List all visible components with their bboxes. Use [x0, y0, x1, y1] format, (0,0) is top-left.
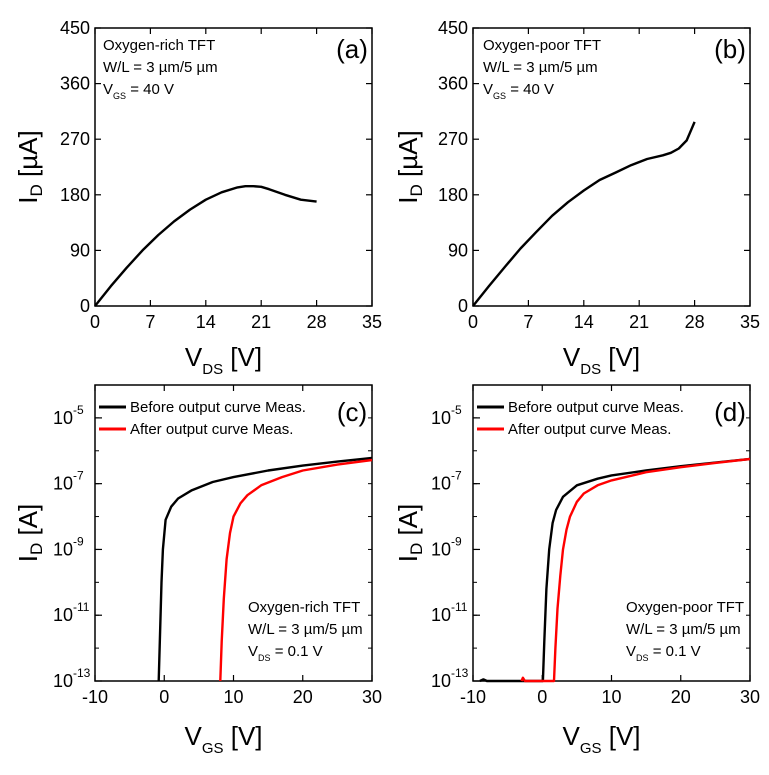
y-tick-label: 180 [438, 185, 468, 205]
x-tick-label: 10 [223, 687, 243, 707]
y-tick-label: 10 [53, 605, 73, 625]
annotation-text: W/L = 3 µm/5 µm [103, 59, 218, 76]
y-tick-label: 10 [431, 605, 451, 625]
x-tick-label: 20 [293, 687, 313, 707]
annotation-text: W/L = 3 µm/5 µm [248, 621, 363, 638]
y-tick-label: 10 [53, 474, 73, 494]
annotation-text: VGS = 40 V [103, 81, 174, 101]
x-tick-label: 0 [468, 312, 478, 332]
x-axis-title: VGS [V] [562, 721, 640, 757]
x-tick-label: 21 [251, 312, 271, 332]
x-tick-label: 7 [523, 312, 533, 332]
annotation-text: Oxygen-poor TFT [626, 599, 744, 616]
series-line-1 [472, 121, 696, 307]
legend-label: After output curve Meas. [508, 421, 671, 438]
series-line-1 [94, 184, 317, 307]
annotation-text: Oxygen-poor TFT [483, 37, 601, 54]
y-tick-exponent: -9 [451, 534, 462, 548]
y-tick-label: 450 [60, 18, 90, 38]
y-tick-label: 180 [60, 185, 90, 205]
annotation-text: VGS = 40 V [483, 81, 554, 101]
x-axis-title: VDS [V] [563, 342, 640, 378]
y-tick-label: 270 [438, 129, 468, 149]
plot-frame [94, 27, 373, 307]
annotation-text: W/L = 3 µm/5 µm [626, 621, 741, 638]
x-tick-label: 35 [362, 312, 382, 332]
series-line-2 [219, 458, 373, 682]
annotation-text: VDS = 0.1 V [248, 643, 323, 663]
y-axis-title: ID [µA] [393, 130, 427, 204]
x-tick-label: 20 [671, 687, 691, 707]
legend-label: After output curve Meas. [130, 421, 293, 438]
x-axis-title: VGS [V] [184, 721, 262, 757]
panel-b: 0 7 14 21 28 35 0 90 180 270 360 450 VDS [V] ID [µA] (… [393, 18, 760, 378]
annotation-text: W/L = 3 µm/5 µm [483, 59, 598, 76]
y-tick-label: 10 [431, 474, 451, 494]
x-tick-label: 35 [740, 312, 760, 332]
y-axis-title: ID [µA] [13, 130, 47, 204]
x-tick-label: -10 [82, 687, 108, 707]
y-tick-label: 10 [431, 408, 451, 428]
x-tick-label: 21 [629, 312, 649, 332]
x-tick-label: 30 [362, 687, 382, 707]
x-tick-label: 0 [159, 687, 169, 707]
x-tick-label: 10 [601, 687, 621, 707]
y-tick-exponent: -13 [451, 666, 469, 680]
panel-label: (d) [714, 397, 746, 427]
y-tick-label: 0 [80, 296, 90, 316]
y-tick-label: 10 [53, 671, 73, 691]
panel-a: 0 7 14 21 28 35 0 90 180 270 360 450 VDS [V] ID [µA] (… [13, 18, 382, 378]
annotation-text: Oxygen-rich TFT [103, 37, 215, 54]
y-tick-label: 360 [438, 74, 468, 94]
x-tick-label: 0 [537, 687, 547, 707]
y-tick-exponent: -11 [73, 600, 90, 614]
y-tick-exponent: -5 [73, 403, 84, 417]
x-tick-label: -10 [460, 687, 486, 707]
y-axis-title: ID [A] [13, 504, 47, 563]
panel-label: (c) [337, 397, 367, 427]
panel-label: (a) [336, 34, 368, 64]
y-tick-exponent: -5 [451, 403, 462, 417]
x-tick-label: 0 [90, 312, 100, 332]
y-tick-exponent: -7 [73, 469, 84, 483]
legend-label: Before output curve Meas. [130, 399, 306, 416]
y-tick-exponent: -7 [451, 469, 462, 483]
y-tick-label: 90 [70, 240, 90, 260]
x-tick-label: 7 [145, 312, 155, 332]
x-tick-label: 30 [740, 687, 760, 707]
y-tick-label: 10 [53, 408, 73, 428]
y-tick-label: 450 [438, 18, 468, 38]
x-tick-label: 28 [685, 312, 705, 332]
series-line-2 [520, 457, 751, 683]
y-tick-exponent: -9 [73, 534, 84, 548]
annotation-text: VDS = 0.1 V [626, 643, 701, 663]
panel-label: (b) [714, 34, 746, 64]
series-line-1 [157, 456, 373, 682]
series-line-1 [479, 457, 751, 683]
x-axis-title: VDS [V] [185, 342, 262, 378]
y-tick-exponent: -11 [451, 600, 468, 614]
y-tick-label: 10 [53, 539, 73, 559]
y-axis-title: ID [A] [393, 504, 427, 563]
x-tick-label: 14 [574, 312, 594, 332]
y-tick-label: 360 [60, 74, 90, 94]
x-tick-label: 14 [196, 312, 216, 332]
y-tick-label: 10 [431, 539, 451, 559]
y-tick-label: 90 [448, 240, 468, 260]
y-tick-label: 270 [60, 129, 90, 149]
x-tick-label: 28 [307, 312, 327, 332]
plot-frame [472, 27, 751, 307]
y-tick-label: 10 [431, 671, 451, 691]
annotation-text: Oxygen-rich TFT [248, 599, 360, 616]
legend-label: Before output curve Meas. [508, 399, 684, 416]
y-tick-label: 0 [458, 296, 468, 316]
y-tick-exponent: -13 [73, 666, 91, 680]
